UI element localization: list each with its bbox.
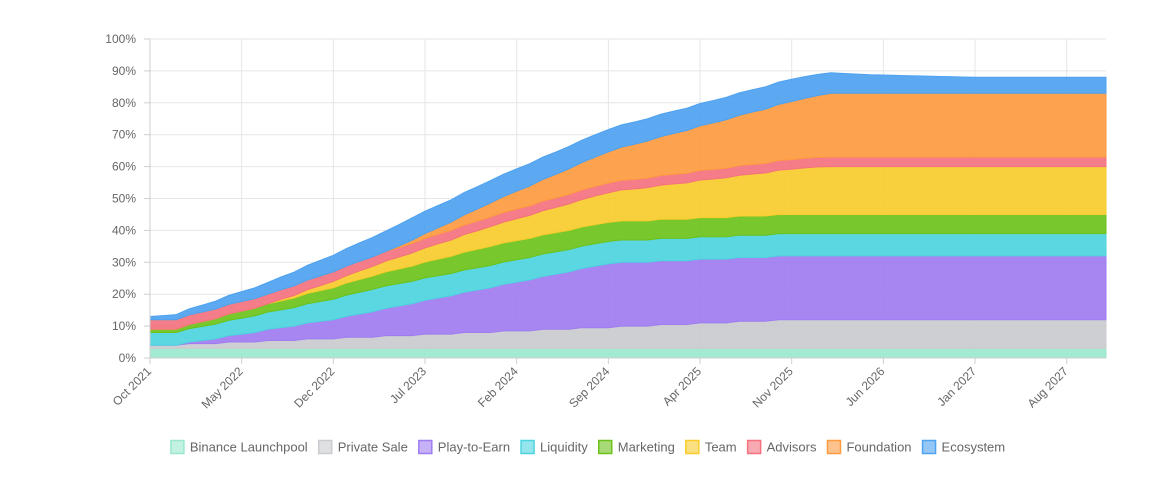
legend-label: Private Sale [338,440,408,455]
y-tick-label: 90% [112,64,136,78]
legend-item-ecosystem[interactable]: Ecosystem [921,439,1006,455]
legend-label: Team [705,440,737,455]
legend-swatch [418,439,433,455]
legend-swatch [685,439,700,455]
x-tick-label: May 2022 [199,364,246,411]
y-tick-label: 80% [112,96,136,110]
legend-item-advisors[interactable]: Advisors [746,439,817,455]
x-tick-label: Aug 2027 [1025,364,1071,410]
legend-swatch [826,439,842,455]
y-tick-label: 20% [112,287,136,301]
legend-item-team[interactable]: Team [685,439,737,455]
x-tick-label: Nov 2025 [750,364,796,410]
legend[interactable]: Binance Launchpool Private Sale Play-to-Ea… [170,439,1006,455]
legend-swatch [170,439,185,455]
x-tick-label: Sep 2024 [566,364,612,410]
legend-swatch [598,439,613,455]
legend-item-play-to-earn[interactable]: Play-to-Earn [418,439,510,455]
legend-item-binance-launchpool[interactable]: Binance Launchpool [170,439,308,455]
legend-item-liquidity[interactable]: Liquidity [520,439,588,455]
y-tick-label: 40% [112,223,136,237]
legend-swatch [746,439,762,455]
legend-item-private-sale[interactable]: Private Sale [317,439,408,455]
legend-label: Foundation [846,440,911,455]
x-tick-label: Apr 2025 [660,364,705,409]
legend-label: Liquidity [540,440,588,455]
x-tick-label: Oct 2021 [110,364,155,409]
y-tick-label: 0% [119,351,137,365]
legend-item-foundation[interactable]: Foundation [826,439,912,455]
y-tick-label: 30% [112,255,136,269]
legend-item-marketing[interactable]: Marketing [598,439,675,455]
y-tick-label: 100% [105,32,136,46]
y-axis-tick-labels: 0% 10% 20% 30% 40% 50% 60% 70% 80% 90% 100% [105,32,136,365]
y-tick-label: 70% [112,128,136,142]
x-axis-tick-labels: Oct 2021 May 2022 Dec 2022 Jul 2023 Feb 2024… [110,364,1071,411]
y-tick-label: 10% [112,319,136,333]
x-tick-label: Jan 2027 [934,364,979,409]
y-tick-label: 50% [112,192,136,206]
legend-label: Binance Launchpool [190,440,308,455]
legend-swatch [921,439,937,455]
x-tick-label: Jun 2026 [843,364,888,409]
axes [144,38,1106,364]
x-tick-label: Jul 2023 [387,364,429,406]
y-tick-label: 60% [112,160,136,174]
legend-label: Marketing [618,440,675,455]
area-binance-launchpool [149,347,1107,359]
legend-label: Ecosystem [942,440,1006,455]
x-tick-label: Feb 2024 [475,364,521,410]
legend-label: Play-to-Earn [438,440,510,455]
legend-swatch [520,439,535,455]
x-tick-label: Dec 2022 [291,364,337,410]
plot-areas [149,72,1107,359]
area-ecosystem [149,72,1107,321]
legend-label: Advisors [767,440,817,455]
legend-swatch [317,439,333,455]
